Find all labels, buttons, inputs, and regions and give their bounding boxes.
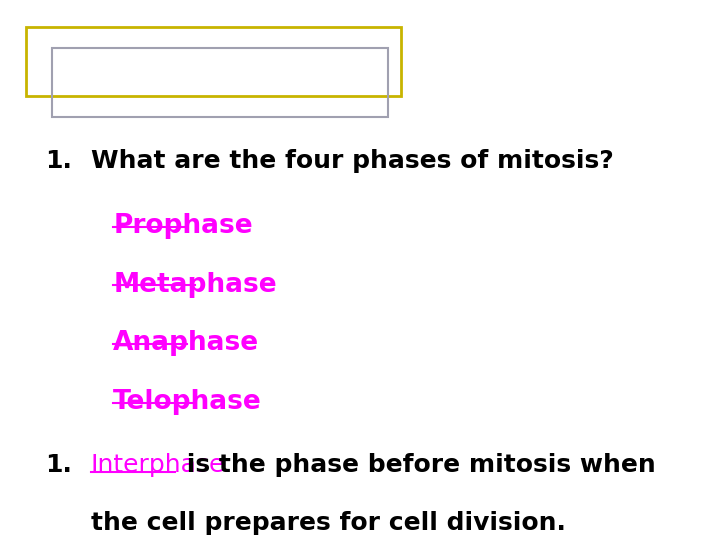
Text: Anaphase: Anaphase xyxy=(113,330,259,356)
Text: Interphase: Interphase xyxy=(91,453,225,477)
Text: the cell prepares for cell division.: the cell prepares for cell division. xyxy=(91,511,565,535)
Text: 1.: 1. xyxy=(45,149,72,173)
Text: is the phase before mitosis when: is the phase before mitosis when xyxy=(178,453,656,477)
Text: What are the four phases of mitosis?: What are the four phases of mitosis? xyxy=(91,149,613,173)
Text: 1.: 1. xyxy=(45,453,72,477)
Text: Metaphase: Metaphase xyxy=(113,272,276,298)
Text: Telophase: Telophase xyxy=(113,389,262,415)
Text: Prophase: Prophase xyxy=(113,213,253,239)
